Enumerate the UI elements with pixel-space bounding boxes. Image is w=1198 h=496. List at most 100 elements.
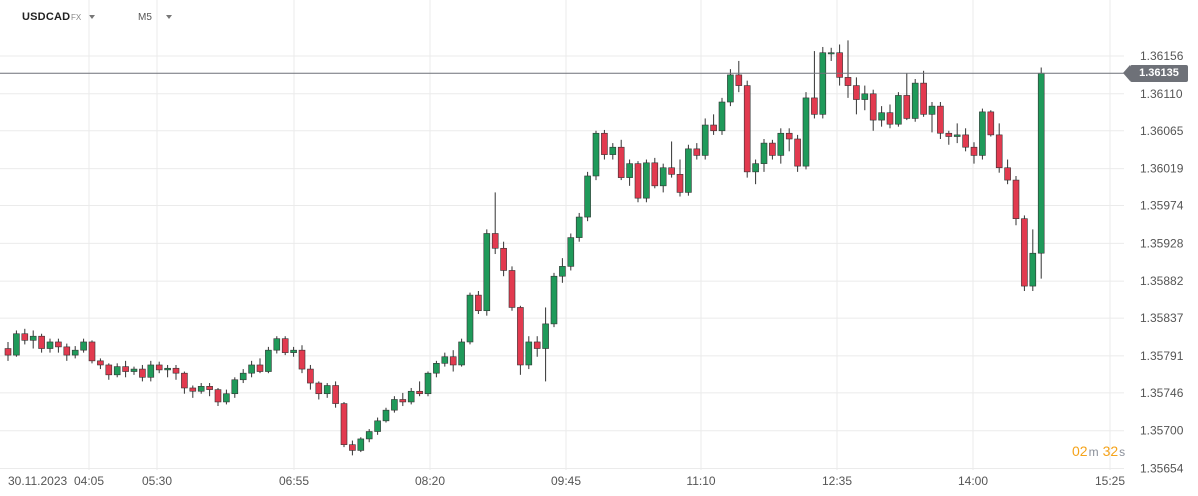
candle bbox=[995, 123, 1003, 173]
candle bbox=[433, 360, 440, 378]
candle bbox=[785, 128, 793, 152]
candle-body bbox=[248, 364, 255, 374]
candle bbox=[878, 106, 885, 127]
candle-body bbox=[491, 233, 499, 249]
candle-body bbox=[953, 134, 961, 137]
candle bbox=[953, 123, 961, 144]
candle bbox=[449, 350, 457, 372]
x-tick-label: 04:05 bbox=[74, 474, 104, 488]
candle-body bbox=[290, 349, 297, 353]
chart-toolbar: USDCAD FX M5 bbox=[0, 0, 1198, 34]
candle-body bbox=[458, 341, 465, 366]
candle-body bbox=[1037, 72, 1045, 254]
candle bbox=[743, 80, 751, 178]
candle-body bbox=[643, 162, 650, 199]
candle-body bbox=[265, 349, 272, 372]
candle bbox=[752, 159, 759, 185]
candle bbox=[147, 360, 155, 382]
candle-body bbox=[147, 364, 155, 378]
candle bbox=[676, 159, 684, 197]
candle bbox=[332, 381, 339, 408]
candle-body bbox=[223, 393, 230, 403]
candle bbox=[962, 128, 969, 152]
candle bbox=[155, 361, 163, 374]
candle-body bbox=[794, 138, 801, 167]
candle-body bbox=[449, 356, 457, 366]
candle bbox=[517, 305, 524, 375]
candle bbox=[844, 40, 852, 98]
candle bbox=[13, 330, 20, 357]
candle-body bbox=[273, 338, 281, 351]
countdown-minutes: 02 bbox=[1072, 443, 1088, 459]
candle-body bbox=[1029, 252, 1037, 287]
candle bbox=[836, 44, 843, 86]
candle-body bbox=[743, 85, 751, 173]
candle bbox=[197, 383, 205, 394]
candle bbox=[1012, 175, 1020, 226]
x-tick-label: 09:45 bbox=[551, 474, 581, 488]
candle-body bbox=[365, 431, 373, 440]
candle bbox=[886, 104, 894, 129]
x-tick-label: 11:10 bbox=[686, 474, 715, 488]
x-tick-label: 30.11.2023 bbox=[8, 474, 67, 488]
candle bbox=[819, 46, 827, 119]
candle-body bbox=[970, 146, 978, 156]
x-axis-tick-labels: 30.11.2023 04:05 05:30 06:55 08:20 09:45 11:10… bbox=[8, 474, 1125, 488]
candle bbox=[172, 364, 180, 380]
candle-body bbox=[752, 163, 759, 173]
candle-body bbox=[500, 247, 507, 271]
candle-body bbox=[517, 307, 524, 366]
candle-body bbox=[844, 77, 852, 86]
candle bbox=[987, 110, 995, 137]
candle bbox=[500, 241, 507, 277]
candle bbox=[281, 336, 289, 356]
candle bbox=[214, 387, 222, 407]
candle bbox=[374, 417, 381, 435]
candle-body bbox=[920, 82, 927, 115]
candle bbox=[340, 401, 348, 448]
y-tick-label: 1.35700 bbox=[1140, 424, 1184, 438]
candle bbox=[164, 364, 171, 378]
candle bbox=[416, 381, 423, 397]
candle bbox=[399, 392, 407, 407]
candle bbox=[760, 138, 768, 172]
timeframe-label[interactable]: M5 bbox=[138, 12, 152, 23]
candle bbox=[441, 352, 449, 367]
candle-body bbox=[575, 216, 583, 238]
candle-body bbox=[928, 105, 936, 115]
candles bbox=[4, 40, 1045, 456]
candle-body bbox=[97, 360, 104, 366]
candle-body bbox=[937, 105, 944, 134]
y-tick-label: 1.36019 bbox=[1140, 162, 1184, 176]
candle-body bbox=[727, 74, 734, 103]
candle-body bbox=[130, 368, 138, 372]
y-tick-label: 1.35654 bbox=[1140, 462, 1184, 476]
candle bbox=[617, 139, 625, 181]
candle bbox=[458, 338, 465, 367]
countdown-minutes-unit: m bbox=[1088, 445, 1099, 459]
candle-body bbox=[298, 349, 306, 370]
candle bbox=[559, 258, 566, 283]
candle-body bbox=[718, 101, 726, 132]
candle-body bbox=[685, 148, 692, 193]
candle-body bbox=[945, 132, 953, 137]
candle bbox=[265, 346, 272, 374]
candle bbox=[769, 139, 776, 160]
candle bbox=[920, 70, 927, 117]
candle bbox=[113, 363, 121, 378]
candle-body bbox=[533, 341, 541, 349]
candle-body bbox=[542, 323, 549, 349]
symbol-dropdown-chevron-down-icon[interactable] bbox=[89, 15, 95, 19]
candle-body bbox=[609, 146, 617, 155]
candle-body bbox=[634, 163, 642, 199]
y-tick-label: 1.35746 bbox=[1140, 386, 1184, 400]
candle bbox=[1004, 159, 1011, 185]
timeframe-dropdown-chevron-down-icon[interactable] bbox=[166, 15, 172, 19]
candle bbox=[357, 437, 365, 453]
candle bbox=[643, 159, 650, 203]
candle-countdown: 02m 32s bbox=[1072, 443, 1125, 459]
candle-body bbox=[802, 97, 810, 167]
symbol-label[interactable]: USDCAD bbox=[22, 11, 71, 23]
x-tick-label: 08:20 bbox=[415, 474, 445, 488]
